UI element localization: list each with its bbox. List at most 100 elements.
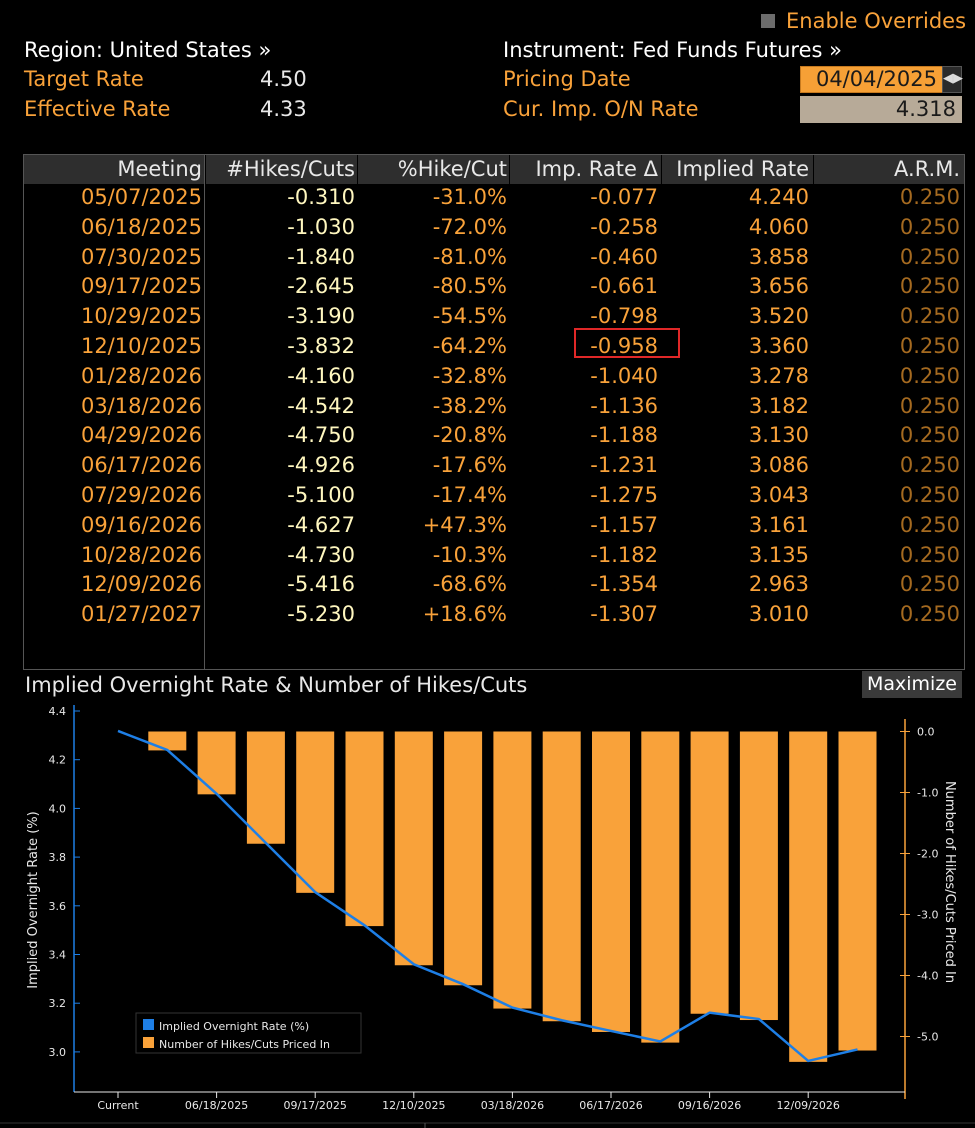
hikes-bar [838,731,877,1051]
pricing-date-input[interactable]: 04/04/2025 [800,66,960,93]
y-tick-label: 3.4 [49,949,67,962]
cell-hikes-cuts: -5.416 [287,572,355,597]
table-divider [204,154,205,670]
cell-hikes-cuts: -4.750 [287,423,355,448]
cell-arm: 0.250 [899,453,960,478]
cell-arm: 0.250 [899,393,960,418]
cell-implied-rate: 2.963 [748,572,809,597]
hikes-bar [690,731,729,1014]
cell-imp-rate-delta: -1.275 [590,483,658,507]
cell-imp-rate-delta: -1.040 [590,363,658,388]
hikes-bar [444,731,483,986]
cell-implied-rate: 3.182 [748,393,809,418]
cell-meeting: 10/28/2026 [80,542,202,567]
cell-arm: 0.250 [899,304,960,329]
cell-hikes-cuts: -2.645 [287,274,355,299]
meetings-table [23,154,965,670]
col-header-arm[interactable]: A.R.M. [894,157,960,181]
cell-pct-hike-cut: +18.6% [422,602,507,627]
enable-overrides-label[interactable]: Enable Overrides [786,9,967,33]
cell-hikes-cuts: -5.230 [287,602,355,627]
legend-swatch-rate [143,1019,154,1030]
cell-arm: 0.250 [899,423,960,448]
cell-imp-rate-delta: -1.136 [590,393,658,418]
cell-arm: 0.250 [899,512,960,537]
target-rate-label: Target Rate [24,67,144,91]
hikes-bar [394,731,433,966]
hikes-bar [542,731,581,1022]
cell-imp-rate-delta: -0.661 [590,274,658,299]
legend-label-hikes: Number of Hikes/Cuts Priced In [159,1038,330,1051]
hikes-bar [197,731,236,795]
cell-hikes-cuts: -1.840 [287,244,355,269]
cur-rate-value: 4.318 [895,97,956,121]
cell-pct-hike-cut: -64.2% [432,334,507,358]
x-tick-label: 09/16/2026 [678,1099,741,1112]
rate-hikes-chart: Implied Overnight Rate (%) Number of Hik… [0,705,975,1128]
col-header-imp-rate-delta[interactable]: Imp. Rate Δ [535,157,658,181]
y2-tick-label: -3.0 [917,909,938,922]
y-tick-label: 4.0 [49,802,67,815]
enable-overrides-checkbox[interactable] [761,14,775,28]
y2-tick-label: -2.0 [917,848,938,861]
col-header-hikes-cuts[interactable]: #Hikes/Cuts [226,157,355,181]
cell-pct-hike-cut: +47.3% [422,512,507,537]
cell-imp-rate-delta: -1.182 [590,542,658,567]
cell-meeting: 01/27/2027 [80,602,202,627]
cell-pct-hike-cut: -54.5% [432,304,507,329]
cell-hikes-cuts: -1.030 [287,214,355,239]
cell-hikes-cuts: -4.542 [287,393,355,418]
cell-meeting: 09/16/2026 [80,512,202,537]
y-tick-label: 3.6 [49,900,67,913]
col-header-pct-hike-cut[interactable]: %Hike/Cut [397,157,507,181]
y2-tick-label: -1.0 [917,787,938,800]
region-selector[interactable]: Region: United States » [24,38,272,62]
cell-pct-hike-cut: -81.0% [432,244,507,269]
cell-meeting: 03/18/2026 [80,393,202,418]
cell-hikes-cuts: -3.832 [287,334,355,358]
y-tick-label: 3.8 [49,851,67,864]
y2-axis-label: Number of Hikes/Cuts Priced In [942,781,957,983]
instrument-selector[interactable]: Instrument: Fed Funds Futures » [503,38,842,62]
cell-implied-rate: 3.360 [748,334,809,358]
cell-meeting: 07/29/2026 [80,483,202,507]
y-tick-label: 3.0 [49,1046,67,1059]
cell-meeting: 07/30/2025 [80,244,202,269]
date-picker-button[interactable]: ◀▶ [942,66,963,93]
cell-implied-rate: 3.135 [748,542,809,567]
cell-hikes-cuts: -4.627 [287,512,355,537]
calendar-dropdown-icon: ◀▶ [943,71,963,86]
cell-arm: 0.250 [899,334,960,358]
y-tick-label: 4.2 [49,754,67,767]
cell-pct-hike-cut: -72.0% [432,214,507,239]
cell-pct-hike-cut: -68.6% [432,572,507,597]
cell-meeting: 05/07/2025 [80,185,202,209]
cell-arm: 0.250 [899,214,960,239]
hikes-bar [148,731,187,751]
hikes-bar [592,731,630,1032]
effective-rate-value: 4.33 [260,97,307,121]
cell-meeting: 06/17/2026 [80,453,202,478]
cell-imp-rate-delta: -1.231 [590,453,658,478]
pricing-date-value: 04/04/2025 [815,67,937,91]
cur-rate-field[interactable]: 4.318 [800,96,962,123]
cell-pct-hike-cut: -31.0% [432,185,507,209]
cell-meeting: 10/29/2025 [80,304,202,329]
cell-implied-rate: 3.010 [748,602,809,627]
cell-hikes-cuts: -4.730 [287,542,355,567]
maximize-button[interactable]: Maximize [862,671,962,698]
y2-tick-label: -5.0 [917,1031,938,1044]
cell-hikes-cuts: -3.190 [287,304,355,329]
hikes-bar [246,731,285,844]
hikes-bar [296,731,335,893]
cell-arm: 0.250 [899,483,960,507]
cell-implied-rate: 3.858 [748,244,809,269]
cell-pct-hike-cut: -17.4% [432,483,507,507]
col-header-meeting[interactable]: Meeting [117,157,202,181]
col-header-implied-rate[interactable]: Implied Rate [676,157,809,181]
cell-hikes-cuts: -4.926 [287,453,355,478]
cell-implied-rate: 4.240 [748,185,809,209]
hikes-bar [345,731,384,927]
cell-imp-rate-delta: -0.958 [590,334,658,358]
cell-implied-rate: 3.043 [748,483,809,507]
